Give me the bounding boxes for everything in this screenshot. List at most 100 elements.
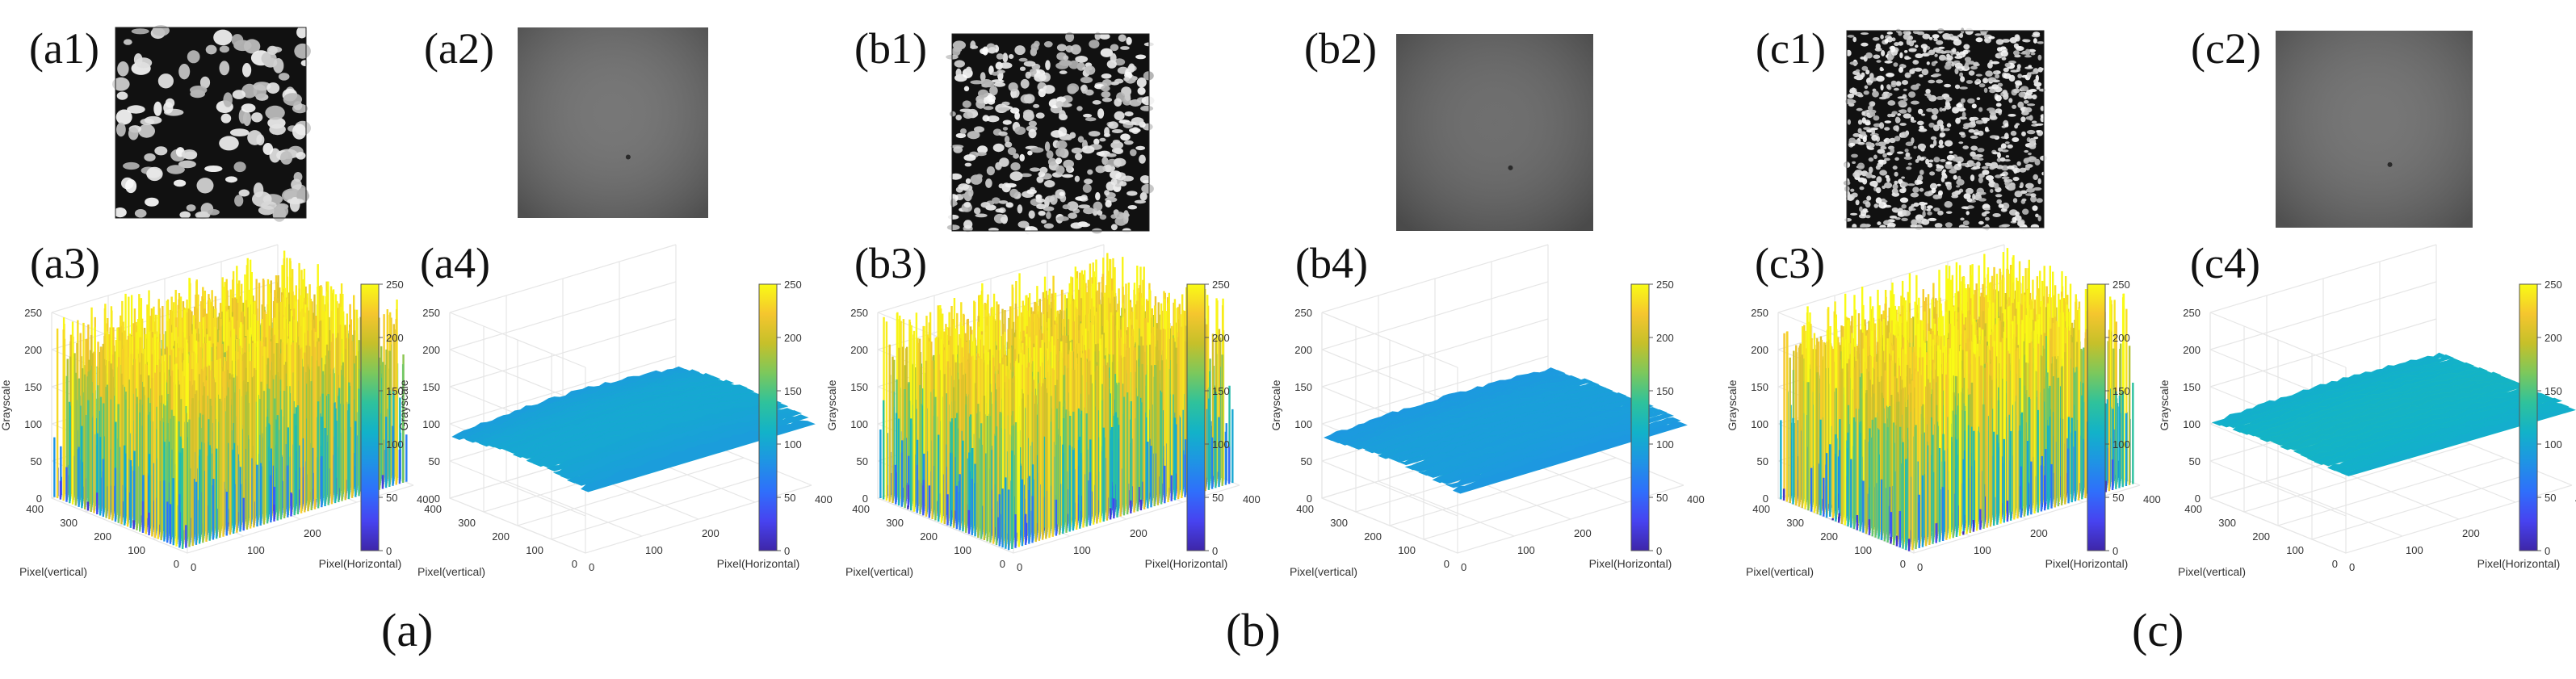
- speckle-grain: [1938, 139, 1944, 146]
- speckle-grain: [1944, 64, 1952, 70]
- speckle-grain: [1957, 34, 1963, 37]
- chart-a4: (a4)050100150200250010020030040001002003…: [397, 239, 833, 578]
- speckle-grain: [1844, 218, 1852, 222]
- speckle-grain: [1935, 168, 1943, 172]
- speckle-grain: [1114, 78, 1124, 84]
- z-tick-label: 50: [31, 455, 42, 467]
- speckle-grain: [2033, 187, 2042, 191]
- speckle-grain: [1878, 96, 1887, 100]
- speckle-grain: [219, 61, 230, 76]
- speckle-grain: [1892, 183, 1898, 190]
- speckle-grain: [1142, 180, 1151, 184]
- speckle-grain: [2003, 67, 2009, 73]
- speckle-grain: [2012, 104, 2017, 109]
- speckle-grain: [1932, 47, 1941, 52]
- speckle-grain: [2037, 67, 2043, 73]
- speckle-grain: [1062, 174, 1074, 178]
- speckle-grain: [2012, 176, 2020, 182]
- speckle-grain: [1856, 107, 1863, 111]
- speckle-grain: [2004, 182, 2011, 186]
- speckle-grain: [1983, 207, 1991, 211]
- colorbar-tick-label: 100: [386, 438, 404, 451]
- speckle-grain: [963, 86, 970, 92]
- speckle-grain: [1852, 171, 1860, 178]
- speckle-grain: [1886, 73, 1894, 78]
- speckle-grain: [2020, 86, 2029, 92]
- speckle-grain: [1871, 182, 1878, 187]
- speckle-grain: [1897, 96, 1906, 99]
- speckle-grain: [135, 57, 153, 69]
- speckle-grain: [2030, 193, 2037, 198]
- speckle-grain: [1134, 199, 1146, 204]
- speckle-grain: [1894, 180, 1898, 185]
- speckle-grain: [1951, 191, 1959, 197]
- speckle-grain: [1860, 210, 1867, 216]
- speckle-grain: [2037, 41, 2045, 44]
- speckle-grain: [2008, 114, 2016, 117]
- speckle-grain: [1936, 164, 1940, 167]
- speckle-grain: [1857, 119, 1863, 125]
- speckle-grain: [1848, 103, 1855, 107]
- speckle-grain: [2010, 69, 2019, 73]
- chart-panel-label: (a3): [30, 239, 100, 287]
- speckle-grain: [1894, 42, 1899, 47]
- speckle-grain: [138, 124, 155, 138]
- speckle-grain: [1877, 221, 1882, 225]
- dust-spot: [2387, 161, 2393, 167]
- speckle-grain: [1961, 206, 1969, 209]
- speckle-grain: [1087, 169, 1093, 175]
- speckle-grain: [1862, 178, 1868, 185]
- speckle-grain: [2000, 46, 2007, 50]
- speckle-grain: [2030, 52, 2036, 56]
- speckle-grain: [1952, 157, 1961, 162]
- speckle-grain: [1850, 188, 1855, 192]
- speckle-grain: [2003, 132, 2009, 140]
- z-tick-label: 250: [24, 307, 42, 319]
- speckle-grain: [1873, 154, 1877, 160]
- speckle-grain: [1936, 183, 1941, 187]
- speckle-grain: [117, 61, 129, 77]
- speckle-grain: [2027, 103, 2036, 107]
- speckle-grain: [1019, 153, 1025, 161]
- speckle-grain: [2007, 144, 2013, 149]
- speckle-grain: [1903, 88, 1907, 91]
- speckle-grain: [1847, 98, 1855, 103]
- panel-label-a1: (a1): [29, 24, 99, 73]
- colorbar-tick-label: 150: [784, 385, 802, 397]
- speckle-grain: [1891, 207, 1898, 212]
- speckle-grain: [1946, 55, 1953, 61]
- speckle-grain: [1919, 187, 1924, 192]
- speckle-grain: [2001, 176, 2010, 180]
- speckle-grain: [1887, 113, 1892, 118]
- speckle-grain: [982, 115, 990, 122]
- speckle-grain: [980, 202, 991, 208]
- speckle-grain: [1941, 107, 1947, 111]
- speckle-grain: [2017, 73, 2023, 78]
- speckle-grain: [1043, 223, 1054, 229]
- speckle-grain: [1974, 132, 1980, 135]
- speckle-grain: [195, 211, 211, 220]
- speckle-grain: [1915, 53, 1924, 59]
- speckle-grain: [953, 146, 963, 153]
- speckle-grain: [2037, 215, 2041, 222]
- speckle-grain: [2026, 72, 2032, 78]
- speckle-grain: [266, 45, 278, 55]
- speckle-grain: [1928, 122, 1935, 128]
- speckle-grain: [1110, 52, 1117, 63]
- speckle-grain: [2016, 64, 2021, 69]
- y-axis-title: Pixel(vertical): [19, 565, 87, 578]
- speckle-grain: [1095, 166, 1105, 174]
- speckle-grain: [1999, 173, 2006, 177]
- speckle-grain: [1994, 86, 2003, 93]
- speckle-grain: [1941, 170, 1945, 174]
- speckle-grain: [1995, 108, 2003, 114]
- speckle-grain: [1899, 52, 1903, 59]
- speckle-grain: [1861, 72, 1865, 78]
- speckle-grain: [1104, 127, 1110, 137]
- speckle-grain: [291, 178, 302, 191]
- speckle-grain: [1886, 31, 1893, 35]
- panel-label-a2: (a2): [424, 24, 494, 73]
- colorbar-tick-label: 100: [784, 438, 802, 451]
- speckle-grain: [134, 209, 147, 218]
- speckle-grain: [1890, 147, 1894, 154]
